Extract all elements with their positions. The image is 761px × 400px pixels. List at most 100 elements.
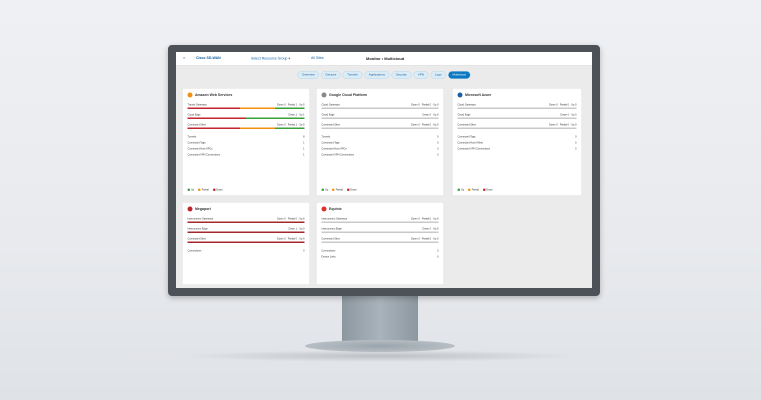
legend-label: Partial [335, 188, 343, 192]
bar-segment [240, 107, 276, 109]
count-label: Connected Host VPCs [321, 147, 347, 151]
status-value: Down 0 · Partial 0 · Up 0 [549, 103, 577, 107]
count-value: 0 [437, 153, 439, 157]
count-value: 0 [575, 141, 577, 145]
count-label: Connected Tags [321, 141, 340, 145]
menu-icon[interactable]: ≡ [183, 56, 186, 61]
provider-icon [321, 206, 327, 212]
legend-dot [187, 188, 190, 192]
tab[interactable]: Devices [321, 71, 341, 79]
provider-card: Megaport Interconnect Gateways Down 0 · Pa… [182, 202, 310, 285]
status-bar [457, 127, 577, 129]
legend-label: Partial [471, 188, 479, 192]
status-label: Interconnect Gateways [321, 217, 348, 221]
count-label: Connected Tags [187, 141, 206, 145]
status-bar [321, 231, 439, 233]
dashboard: ≡ Cisco SD-WAN Select Resource Group ▾ A… [176, 52, 592, 288]
count-row: Tunnels 0 [322, 136, 439, 139]
provider-card: Google Cloud Platform Cloud Gateways Down … [316, 88, 444, 196]
count-row: Connections 0 [188, 250, 305, 253]
bar-segment [187, 117, 246, 119]
legend-dot [198, 188, 201, 192]
bar-segment [275, 107, 305, 109]
count-label: Device Links [321, 255, 336, 259]
provider-icon [457, 92, 463, 98]
card-title-text: Megaport [195, 207, 211, 211]
count-label: Connected VPN Connections [457, 147, 491, 151]
legend-item: Up [187, 188, 194, 192]
status-value: Down 0 · Partial 0 · Up 0 [411, 217, 439, 221]
status-bar [187, 117, 305, 119]
status-value: Down 0 · Up 0 [422, 227, 439, 231]
status-row: Cloud Edge Down 0 · Up 0 [321, 113, 439, 119]
legend-dot [212, 188, 216, 192]
tab[interactable]: Overview [297, 71, 320, 79]
status-label: Transit Gateways [187, 103, 207, 107]
legend-item: Partial [198, 189, 209, 192]
tab[interactable]: Security [391, 71, 412, 79]
status-row: Connected Sites Down 0 · Partial 0 · Up 6 [187, 238, 305, 243]
count-value: 0 [437, 249, 439, 253]
count-value: 0 [437, 135, 439, 139]
status-row: Cloud Edge Down 0 · Up 0 [457, 114, 577, 119]
legend-dot [332, 188, 335, 192]
tab[interactable]: Tunnels [342, 71, 363, 79]
status-label-row: Cloud Edge Down 1 · Up 1 [188, 114, 305, 117]
card-title: Microsoft Azure [457, 92, 577, 98]
status-bar [321, 127, 439, 129]
count-row: Connected VPN Connections 0 [458, 148, 577, 151]
bar-segment [275, 127, 305, 129]
count-label: Connected Host VNets [457, 141, 483, 145]
legend-label: Partial [201, 188, 209, 192]
status-value: Down 0 · Partial 0 · Up 0 [411, 237, 439, 241]
tab[interactable]: Multicloud [447, 71, 471, 79]
brand[interactable]: Cisco SD-WAN [196, 56, 221, 61]
status-bar [321, 221, 439, 223]
status-label-row: Cloud Edge Down 0 · Up 0 [458, 114, 577, 117]
status-row: Interconnect Edge Down 1 · Up 0 [187, 227, 305, 233]
count-value: 0 [437, 141, 439, 145]
count-row: Connected Tags 1 [188, 142, 305, 145]
status-bar [187, 127, 305, 129]
count-row: Tunnels 8 [188, 136, 305, 139]
legend: Up Partial Down [457, 188, 493, 192]
status-row: Cloud Gateways Down 0 · Partial 0 · Up 0 [321, 104, 439, 109]
card-title: Amazon Web Services [187, 92, 305, 98]
count-label: Connected VPN Connections [321, 153, 355, 157]
status-bar [457, 107, 577, 109]
status-bar [187, 107, 305, 109]
status-label: Connected Sites [457, 123, 476, 127]
legend-label: Up [461, 188, 465, 192]
status-label-row: Connected Sites Down 0 · Partial 1 · Up 5 [188, 124, 305, 127]
legend-dot [468, 188, 471, 192]
tab[interactable]: Logs [430, 71, 446, 79]
status-label: Interconnect Edge [187, 227, 208, 231]
status-label: Cloud Edge [321, 113, 335, 117]
tab[interactable]: VPN [413, 71, 429, 79]
legend-label: Down [216, 188, 223, 192]
count-label: Connections [187, 249, 202, 253]
status-bar [321, 107, 439, 109]
count-value: 0 [575, 135, 577, 139]
count-row: Connected Tags 0 [458, 136, 577, 139]
status-label-row: Connected Sites Down 0 · Partial 0 · Up 6 [188, 238, 305, 241]
status-label: Connected Sites [187, 237, 206, 241]
tab[interactable]: Applications [364, 71, 390, 79]
resource-group[interactable]: Select Resource Group ▾ [251, 57, 291, 61]
status-label-row: Connected Sites Down 0 · Partial 0 · Up 0 [322, 124, 439, 127]
count-row: Connections 0 [322, 250, 439, 253]
card-title-text: Google Cloud Platform [329, 93, 368, 97]
status-label: Interconnect Edge [321, 227, 342, 231]
status-label: Cloud Edge [187, 113, 201, 117]
provider-icon [187, 206, 193, 212]
status-row: Transit Gateways Down 0 · Partial 1 · Up … [187, 104, 305, 109]
card-title-text: Equinix [329, 207, 342, 211]
count-value: 0 [437, 255, 439, 259]
count-row: Connected VPN Connections 0 [322, 154, 439, 157]
status-label-row: Connected Sites Down 0 · Partial 0 · Up 0 [322, 238, 439, 241]
sites-filter[interactable]: All Sites [311, 56, 324, 61]
bar-segment [187, 127, 241, 129]
provider-card: Equinix Interconnect Gateways Down 0 · Par… [316, 202, 444, 285]
status-label-row: Transit Gateways Down 0 · Partial 1 · Up … [188, 104, 305, 107]
